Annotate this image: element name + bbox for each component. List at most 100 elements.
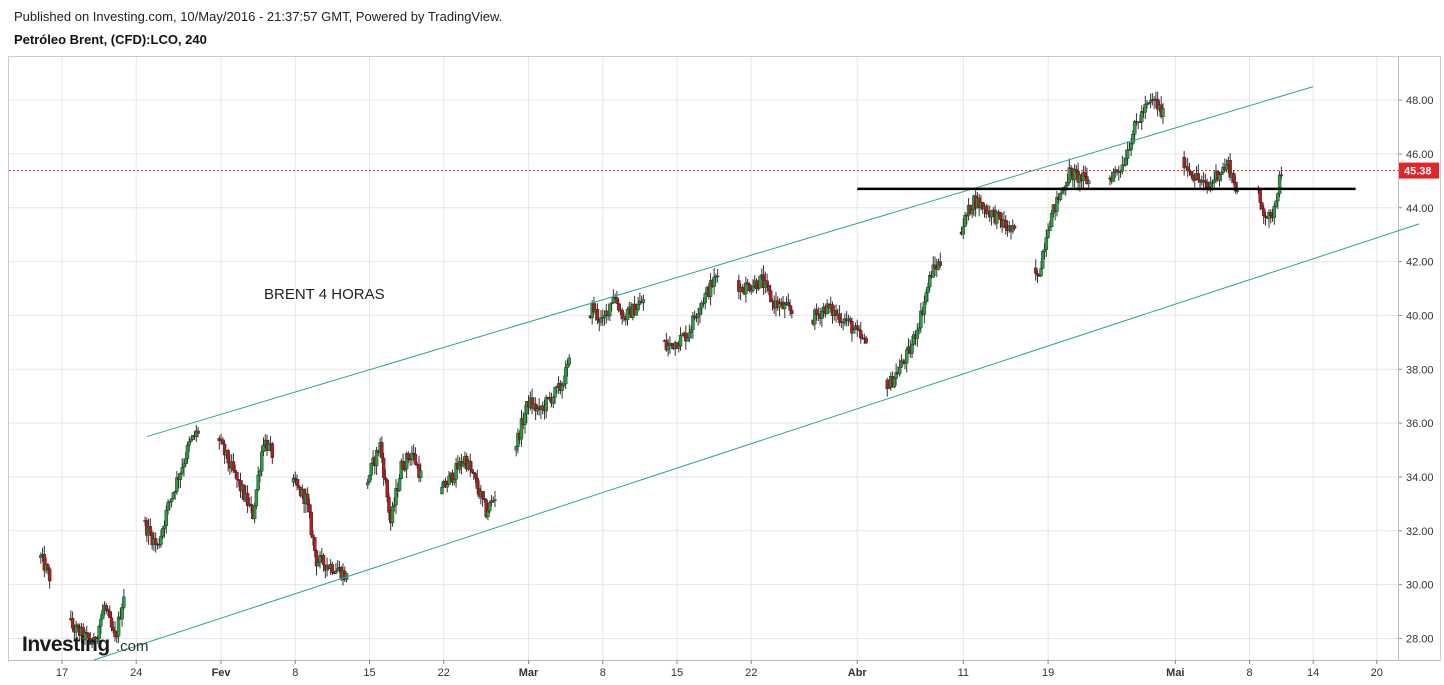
- candle-up: [1148, 100, 1153, 103]
- x-tick-label: Mar: [519, 667, 539, 679]
- last-price-label-text: 45.38: [1404, 166, 1432, 178]
- candle-up: [180, 467, 184, 474]
- candle-down: [1269, 212, 1273, 216]
- candle-up: [625, 309, 630, 321]
- candle-down: [305, 493, 310, 505]
- last-price-label: 45.38: [1399, 162, 1439, 179]
- candle-up: [1044, 237, 1049, 250]
- y-axis: 28.00 30.00 32.00 34.00 36.00 38.00 40.00 42.00…: [1398, 57, 1434, 660]
- candle-up: [1125, 149, 1130, 159]
- y-tick-label: 32.00: [1406, 526, 1434, 538]
- candle-down: [1187, 169, 1192, 172]
- candle-up: [634, 309, 639, 316]
- candle-up: [715, 275, 720, 278]
- candle-up: [189, 439, 193, 442]
- candle-up: [758, 275, 762, 289]
- x-axis-strip: [9, 661, 1441, 684]
- candle-up: [1212, 179, 1216, 183]
- y-tick-label: 36.00: [1406, 418, 1434, 430]
- candle-up: [254, 489, 259, 507]
- candle-down: [938, 261, 943, 266]
- candle-up: [445, 484, 449, 488]
- candle-up: [1111, 172, 1116, 182]
- candle-down: [231, 461, 236, 471]
- symbol-title: Petróleo Brent, (CFD):LCO, 240: [14, 32, 207, 47]
- last-price-label-bg: [1399, 162, 1439, 179]
- candle-down: [270, 443, 275, 458]
- candle-up: [892, 378, 897, 388]
- candle-up: [367, 475, 372, 483]
- candle-up: [335, 568, 340, 572]
- candle-up: [256, 474, 260, 490]
- candle-down: [109, 617, 114, 628]
- candle-up: [551, 397, 555, 404]
- candle-down: [235, 472, 239, 480]
- x-axis: 17 24 Fev 8 15 22 Mar 8 15 22 Abr 11 19 Mai 8 14 20: [9, 660, 1440, 679]
- candle-up: [887, 386, 891, 389]
- candle-up: [1143, 103, 1147, 113]
- candle-up: [100, 610, 105, 620]
- y-tick-label: 30.00: [1406, 580, 1434, 592]
- candle-down: [1035, 273, 1040, 276]
- y-tick-label: 46.00: [1406, 149, 1434, 161]
- x-tick-label: 11: [958, 667, 969, 679]
- candle-down: [998, 212, 1003, 220]
- candle-down: [385, 479, 389, 498]
- candle-down: [413, 454, 418, 465]
- candle-down: [786, 302, 791, 306]
- candle-down: [321, 555, 326, 566]
- candle-up: [1276, 193, 1280, 202]
- x-tick-label: 15: [363, 667, 375, 679]
- candle-down: [1074, 168, 1079, 172]
- chart-annotation: BRENT 4 HORAS: [264, 286, 385, 303]
- candle-up: [926, 286, 930, 293]
- candle-up: [687, 332, 692, 338]
- candle-up: [1041, 251, 1045, 269]
- candle-down: [1261, 208, 1266, 217]
- candle-down: [1263, 215, 1268, 218]
- candle-up: [1161, 108, 1165, 117]
- candle-down: [196, 430, 200, 434]
- candle-up: [611, 297, 616, 304]
- candle-down: [106, 609, 110, 612]
- candle-up: [83, 632, 87, 641]
- x-tick-label: 15: [671, 667, 683, 679]
- candle-up: [783, 304, 787, 310]
- candle-up: [565, 364, 570, 368]
- x-tick-label: Fev: [212, 667, 232, 679]
- candle-up: [258, 470, 262, 476]
- candle-up: [187, 441, 191, 446]
- candle-up: [1065, 182, 1070, 187]
- candle-up: [544, 396, 548, 412]
- candle-up: [744, 282, 748, 295]
- x-tick-label: 17: [56, 667, 68, 679]
- candle-up: [334, 570, 338, 574]
- candle-up: [440, 487, 444, 495]
- candle-up: [184, 458, 188, 465]
- candle-up: [1048, 226, 1052, 231]
- candle-up: [260, 451, 264, 472]
- x-tick-label: Mai: [1166, 667, 1184, 679]
- candle-up: [708, 280, 713, 297]
- drawn-lines[interactable]: [93, 86, 1420, 661]
- candle-up: [454, 463, 458, 480]
- candle-down: [788, 305, 792, 311]
- candle-up: [922, 301, 927, 315]
- candle-up: [756, 287, 760, 290]
- candle-down: [669, 343, 674, 345]
- candle-up: [1274, 200, 1278, 207]
- x-tick-label: 22: [438, 667, 450, 679]
- logo-sub-text: .com: [116, 638, 149, 655]
- candle-down: [387, 496, 391, 513]
- candle-up: [961, 226, 965, 235]
- candle-down: [740, 287, 745, 292]
- candle-up: [905, 349, 909, 364]
- candle-up: [995, 211, 999, 224]
- grid-lines: [9, 57, 1398, 660]
- candle-up: [1132, 121, 1137, 135]
- candle-down: [47, 568, 52, 582]
- candle-down: [1191, 174, 1195, 180]
- candle-up: [1072, 168, 1077, 181]
- x-tick-label: 8: [1246, 667, 1252, 679]
